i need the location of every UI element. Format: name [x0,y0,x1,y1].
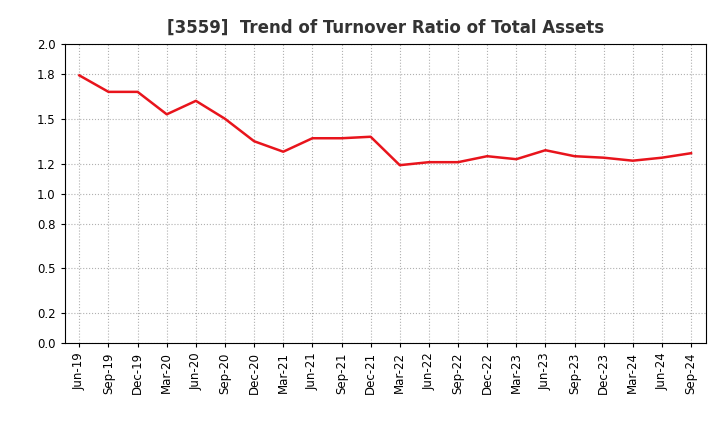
Title: [3559]  Trend of Turnover Ratio of Total Assets: [3559] Trend of Turnover Ratio of Total … [166,19,604,37]
